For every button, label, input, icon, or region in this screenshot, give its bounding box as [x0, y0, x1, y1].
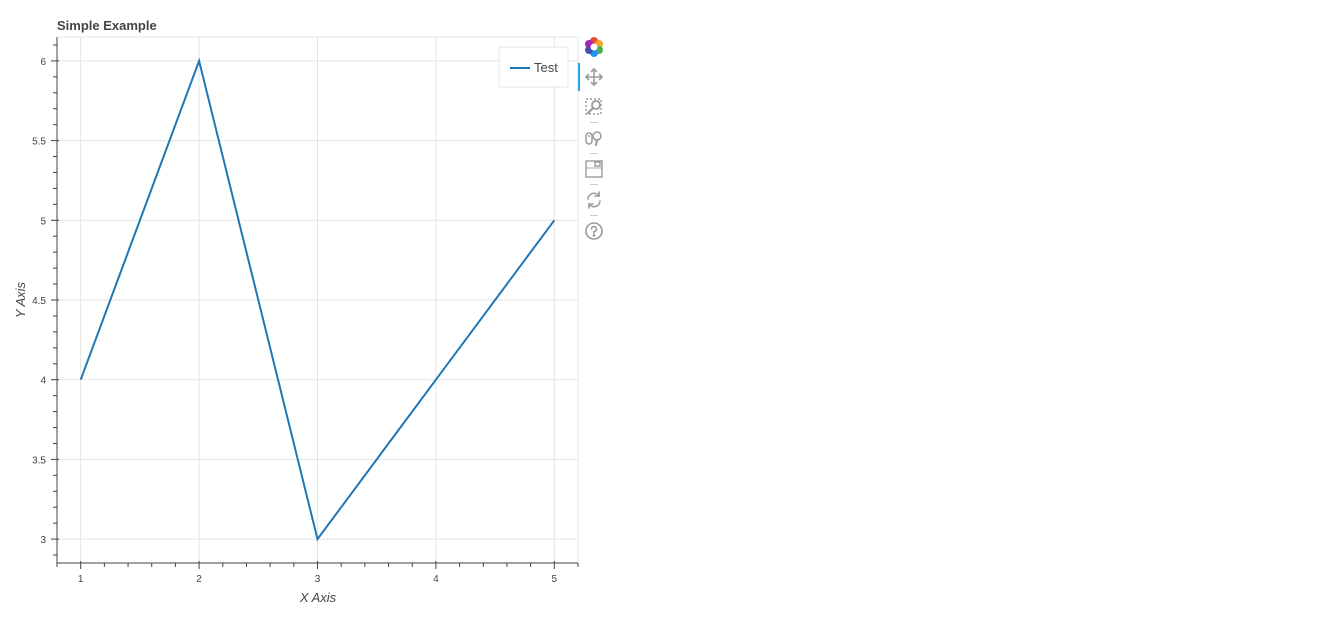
- y-tick-label: 5.5: [32, 137, 46, 148]
- x-tick-label: 5: [552, 574, 558, 585]
- toolbar-separator: [590, 122, 598, 123]
- y-tick-label: 4.5: [32, 296, 46, 307]
- plot-area[interactable]: [79, 57, 556, 542]
- toolbar-separator: [590, 184, 598, 185]
- box-zoom-icon[interactable]: [582, 95, 606, 119]
- toolbar-separator: [590, 215, 598, 216]
- x-tick-label: 4: [433, 574, 439, 585]
- x-tick-label: 2: [196, 574, 202, 585]
- x-tick-label: 1: [78, 574, 84, 585]
- y-tick-label: 6: [40, 57, 46, 68]
- grid: [56, 36, 579, 564]
- y-tick-label: 4: [40, 376, 46, 387]
- y-tick-label: 5: [40, 216, 46, 227]
- legend: Test: [498, 46, 569, 88]
- series-line: [79, 57, 556, 542]
- y-tick-label: 3.5: [32, 455, 46, 466]
- chart-title: Simple Example: [57, 18, 157, 33]
- x-tick-label: 3: [315, 574, 321, 585]
- active-tool-indicator: [578, 63, 580, 91]
- help-icon[interactable]: [582, 219, 606, 243]
- save-icon[interactable]: [582, 157, 606, 181]
- axes: 1 2 3 4 5 3 3.5 4 4.5 5 5.5 6: [32, 37, 579, 585]
- y-axis-label: Y Axis: [13, 281, 28, 318]
- pan-icon[interactable]: [582, 65, 606, 89]
- reset-icon[interactable]: [582, 188, 606, 212]
- legend-label: Test: [534, 60, 558, 75]
- bokeh-logo-icon[interactable]: [582, 35, 606, 59]
- wheel-zoom-icon[interactable]: [582, 126, 606, 150]
- x-axis-label: X Axis: [299, 590, 337, 605]
- y-tick-label: 3: [40, 535, 46, 546]
- toolbar-separator: [590, 153, 598, 154]
